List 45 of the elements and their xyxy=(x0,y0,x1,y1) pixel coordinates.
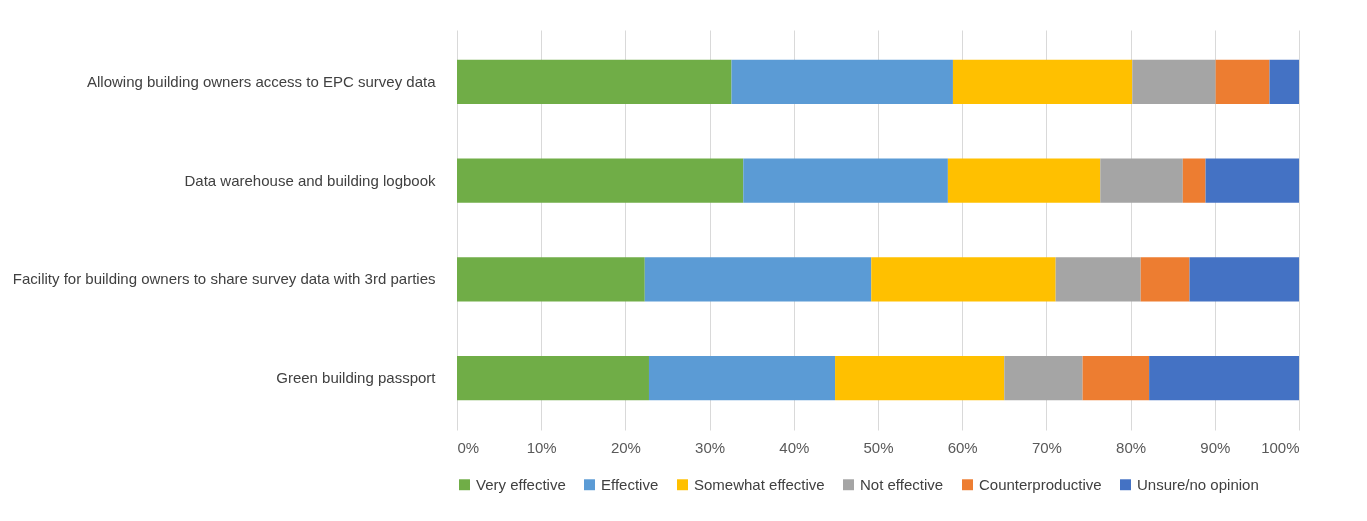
legend-label: Not effective xyxy=(860,475,944,493)
bar xyxy=(871,257,1056,302)
y-tick-label: Facility for building owners to share survey data with 3rd parties xyxy=(12,270,436,288)
x-tick-label: 50% xyxy=(863,438,894,456)
legend-label: Unsure/no opinion xyxy=(1137,475,1259,493)
x-tick-label: 60% xyxy=(947,438,978,456)
legend-label: Very effective xyxy=(476,475,566,493)
x-tick-label: 90% xyxy=(1200,438,1231,456)
bar xyxy=(1149,355,1299,401)
legend-label: Effective xyxy=(601,475,659,493)
bar xyxy=(1140,257,1190,302)
bar xyxy=(1215,59,1270,105)
bar xyxy=(835,355,1005,401)
bar xyxy=(952,59,1133,105)
bar xyxy=(457,59,732,105)
bar xyxy=(947,158,1101,203)
bar xyxy=(457,257,645,302)
bar xyxy=(1189,257,1299,302)
x-tick-label: 10% xyxy=(526,438,557,456)
x-tick-label: 30% xyxy=(695,438,726,456)
x-tick-label: 80% xyxy=(1116,438,1147,456)
bar xyxy=(648,355,836,401)
bar xyxy=(1082,355,1150,401)
bar xyxy=(1132,59,1216,105)
x-tick-label: 40% xyxy=(779,438,810,456)
bar xyxy=(457,355,649,401)
x-tick-label: 0% xyxy=(457,438,480,456)
x-tick-label: 100% xyxy=(1261,438,1300,456)
bar xyxy=(731,59,953,105)
bar xyxy=(743,158,948,203)
bar xyxy=(644,257,872,302)
bar xyxy=(1205,158,1299,203)
legend-label: Somewhat effective xyxy=(694,475,825,493)
bar xyxy=(1100,158,1183,203)
bar xyxy=(1182,158,1206,203)
y-tick-label: Green building passport xyxy=(276,369,437,387)
y-tick-label: Allowing building owners access to EPC survey data xyxy=(86,72,437,90)
bar xyxy=(457,158,744,203)
y-tick-label: Data warehouse and building logbook xyxy=(184,171,436,189)
bar xyxy=(1269,59,1299,105)
bar xyxy=(1055,257,1141,302)
x-tick-label: 20% xyxy=(610,438,641,456)
bar xyxy=(1004,355,1083,401)
x-tick-label: 70% xyxy=(1031,438,1062,456)
legend-label: Counterproductive xyxy=(979,475,1102,493)
